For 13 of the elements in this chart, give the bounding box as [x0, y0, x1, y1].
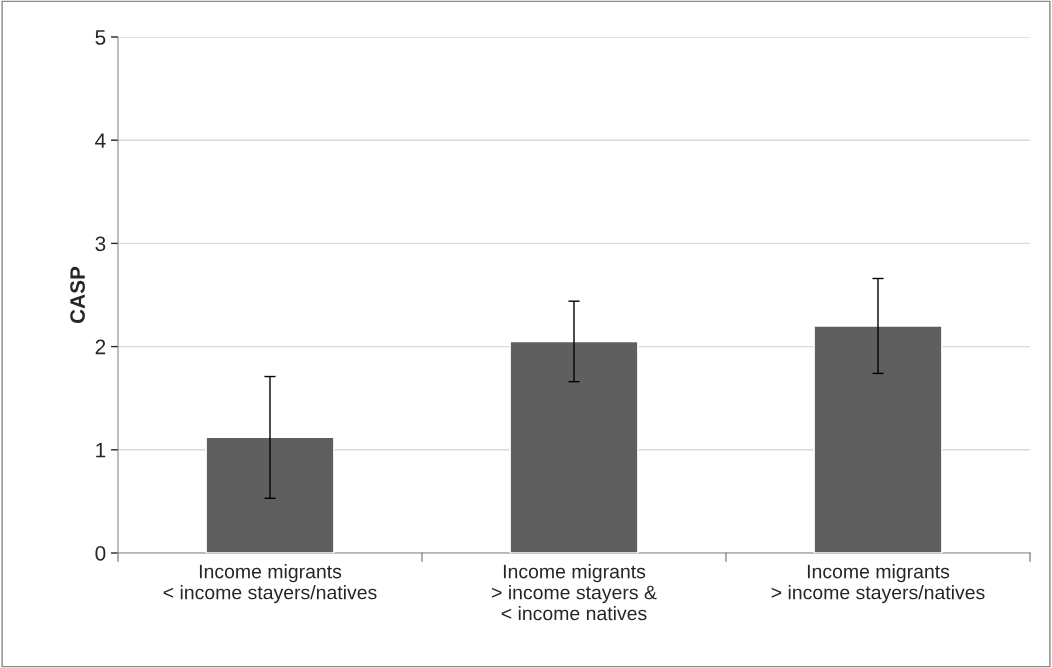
y-tick-label: 0: [95, 546, 106, 561]
y-tick-label: 3: [95, 236, 106, 252]
y-tick-label: 5: [95, 30, 106, 45]
y-tick-label: 1: [96, 443, 106, 458]
x-tick-label: Income migrants < income stayers/natives: [163, 564, 377, 604]
y-tick-label: 2: [95, 339, 106, 355]
x-tick-label: Income migrants > income stayers & < income natives: [492, 564, 657, 621]
bar: [813, 325, 943, 553]
x-tick-label: Income migrants > income stayers/natives: [771, 564, 985, 604]
y-tick-label: 4: [95, 133, 106, 148]
bar: [205, 436, 335, 553]
y-axis-title: CASP: [70, 266, 85, 324]
bar: [509, 340, 639, 553]
